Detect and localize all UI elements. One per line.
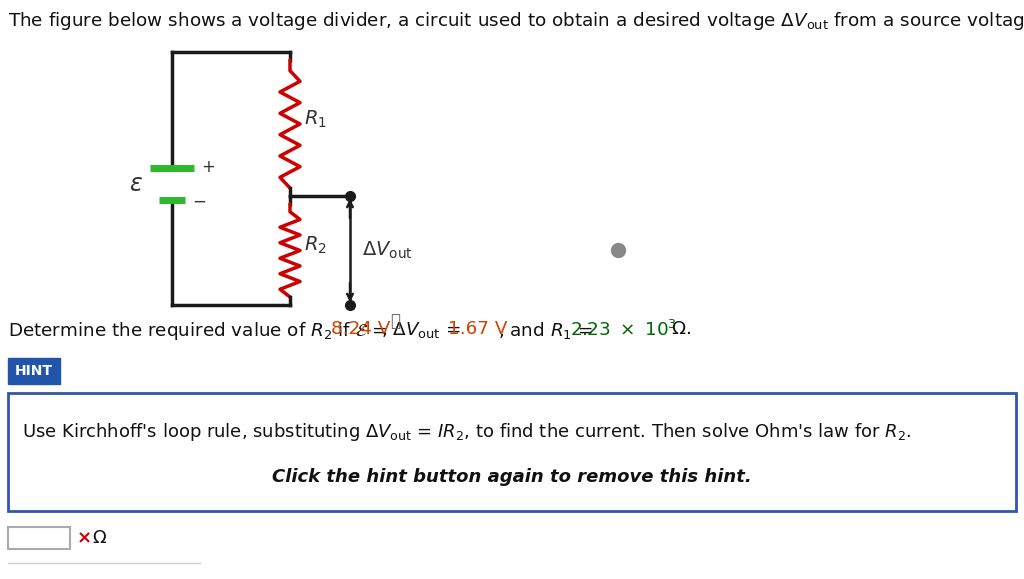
Text: ×: × <box>77 529 92 547</box>
Text: Ω: Ω <box>92 529 105 547</box>
Text: Use Kirchhoff's loop rule, substituting $\Delta V_{\mathregular{out}}$ = $IR_2$,: Use Kirchhoff's loop rule, substituting … <box>22 421 911 443</box>
Text: $2.23\ \times\ 10^3$: $2.23\ \times\ 10^3$ <box>570 320 677 340</box>
Text: The figure below shows a voltage divider, a circuit used to obtain a desired vol: The figure below shows a voltage divider… <box>8 10 1024 32</box>
Text: Click the hint button again to remove this hint.: Click the hint button again to remove th… <box>272 468 752 486</box>
Text: 1.67 V: 1.67 V <box>449 320 508 338</box>
Text: Determine the required value of $R_2$ if $\mathcal{E}$ =: Determine the required value of $R_2$ if… <box>8 320 389 342</box>
Text: $R_2$: $R_2$ <box>304 235 327 256</box>
Text: −: − <box>193 193 206 211</box>
Text: HINT: HINT <box>15 364 53 378</box>
Text: +: + <box>201 158 215 176</box>
Text: $\varepsilon$: $\varepsilon$ <box>129 172 143 196</box>
Text: ⓘ: ⓘ <box>390 312 400 330</box>
Text: $\Omega$.: $\Omega$. <box>666 320 692 338</box>
Text: $\Delta V_{\mathrm{out}}$: $\Delta V_{\mathrm{out}}$ <box>362 240 413 261</box>
Text: $R_1$: $R_1$ <box>304 108 327 130</box>
Text: 8.24 V: 8.24 V <box>331 320 390 338</box>
Text: , and $R_1$ =: , and $R_1$ = <box>498 320 595 341</box>
FancyBboxPatch shape <box>8 393 1016 511</box>
FancyBboxPatch shape <box>8 527 70 549</box>
FancyBboxPatch shape <box>8 358 60 384</box>
Text: , $\Delta V_{\mathregular{out}}$ =: , $\Delta V_{\mathregular{out}}$ = <box>381 320 463 340</box>
